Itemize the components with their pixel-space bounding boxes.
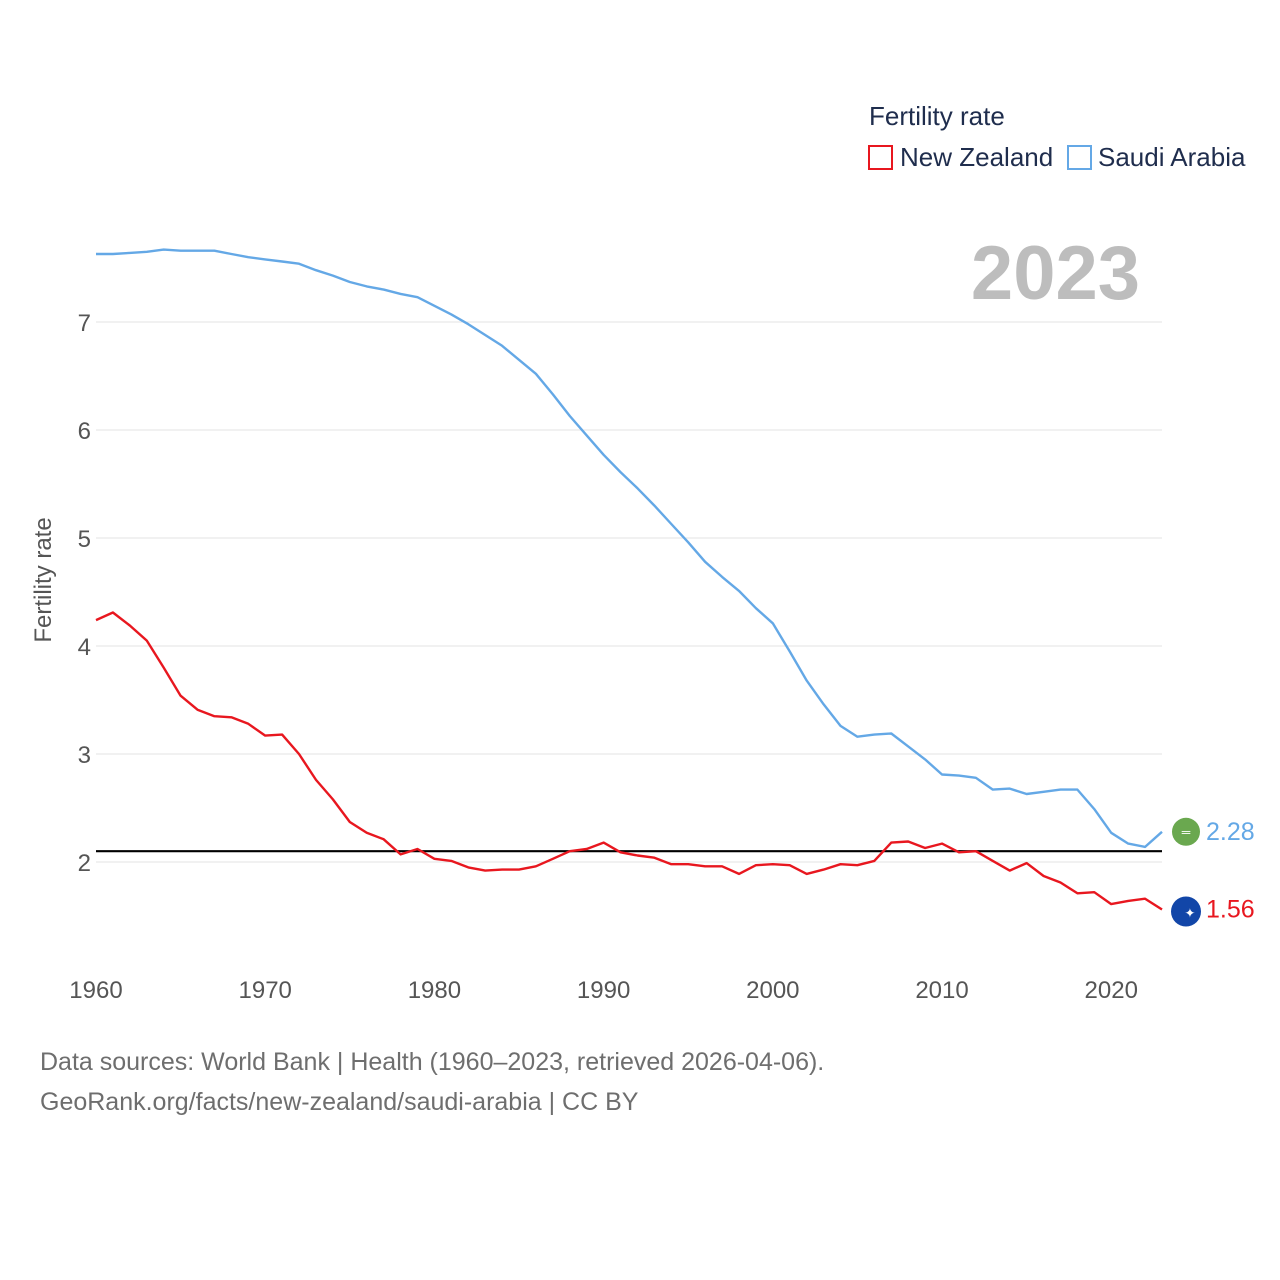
y-tick-label: 7: [78, 310, 91, 337]
legend-swatch-new-zealand: [868, 145, 893, 170]
y-tick-label: 6: [78, 418, 91, 445]
y-tick-label: 2: [78, 850, 91, 877]
saudi-arabia-flag-icon: ═: [1172, 817, 1200, 846]
svg-text:═: ═: [1181, 825, 1191, 839]
series-line-new-zealand[interactable]: [95, 611, 1163, 911]
source-note: Data sources: World Bank | Health (1960–…: [40, 1042, 824, 1122]
legend-swatch-saudi-arabia: [1067, 145, 1092, 170]
x-axis-ticks: 1960 1970 1980 1990 2000 2010 2020: [69, 977, 1138, 1004]
x-tick-label: 2000: [746, 977, 799, 1004]
x-tick-label: 1980: [408, 977, 461, 1004]
y-axis-title: Fertility rate: [30, 517, 57, 642]
x-tick-label: 2020: [1085, 977, 1138, 1004]
end-label-new-zealand: 1.56: [1206, 896, 1255, 924]
legend-label-new-zealand: New Zealand: [900, 142, 1053, 172]
svg-text:✦: ✦: [1185, 906, 1196, 921]
source-line: Data sources: World Bank | Health (1960–…: [40, 1048, 825, 1076]
source-link[interactable]: GeoRank.org/facts/new-zealand/saudi-arab…: [40, 1088, 639, 1116]
y-axis-ticks: 2 3 4 5 6 7: [78, 310, 91, 877]
end-label-saudi-arabia: 2.28: [1206, 818, 1255, 846]
legend: Fertility rate New Zealand Saudi Arabia: [868, 101, 1246, 172]
x-tick-label: 1960: [69, 977, 122, 1004]
series-line-saudi-arabia[interactable]: [96, 248, 1163, 849]
new-zealand-flag-icon: ✦: [1171, 896, 1201, 927]
legend-item-new-zealand[interactable]: New Zealand: [868, 142, 1053, 172]
gridlines: [96, 321, 1162, 863]
legend-label-saudi-arabia: Saudi Arabia: [1098, 142, 1246, 172]
x-tick-label: 1970: [239, 977, 292, 1004]
x-tick-label: 2010: [915, 977, 968, 1004]
legend-title: Fertility rate: [869, 101, 1005, 131]
y-tick-label: 3: [78, 742, 91, 769]
legend-item-saudi-arabia[interactable]: Saudi Arabia: [1067, 142, 1246, 172]
series-lines: [95, 248, 1163, 911]
y-tick-label: 4: [78, 634, 91, 661]
y-tick-label: 5: [78, 526, 91, 553]
year-label: 2023: [971, 231, 1140, 316]
x-tick-label: 1990: [577, 977, 630, 1004]
